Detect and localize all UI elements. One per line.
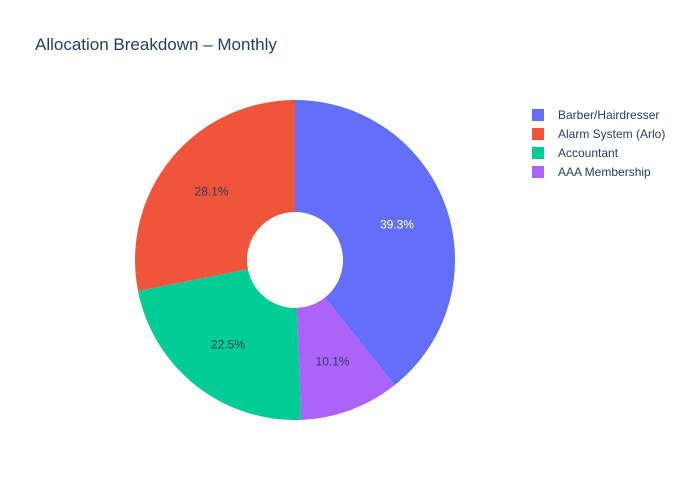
pie-slice-aaa-membership (296, 297, 395, 420)
legend-swatch-barber-hairdresser[interactable] (532, 109, 544, 121)
slice-label-accountant: 22.5% (211, 338, 245, 352)
slice-label-aaa-membership: 10.1% (316, 354, 350, 368)
pie-slice-alarm-system-arlo (135, 100, 295, 291)
legend-swatch-aaa-membership[interactable] (532, 166, 544, 178)
slice-labels: 39.3% 10.1% 22.5% 28.1% (195, 184, 415, 368)
pie-slices (135, 100, 456, 420)
legend-swatch-accountant[interactable] (532, 147, 544, 159)
chart-title: Allocation Breakdown – Monthly (35, 35, 277, 54)
slice-label-alarm-system-arlo: 28.1% (195, 184, 229, 198)
legend-label-barber-hairdresser[interactable]: Barber/Hairdresser (558, 108, 659, 122)
pie-slice-barber-hairdresser (295, 100, 456, 386)
legend-label-alarm-system-arlo[interactable]: Alarm System (Arlo) (558, 127, 665, 141)
legend-label-aaa-membership[interactable]: AAA Membership (558, 165, 651, 179)
legend-label-accountant[interactable]: Accountant (558, 146, 619, 160)
legend-swatch-alarm-system-arlo[interactable] (532, 128, 544, 140)
pie-slice-accountant (138, 269, 302, 420)
slice-label-barber-hairdresser: 39.3% (380, 217, 414, 231)
legend: Barber/Hairdresser Alarm System (Arlo) Acc… (532, 108, 665, 179)
